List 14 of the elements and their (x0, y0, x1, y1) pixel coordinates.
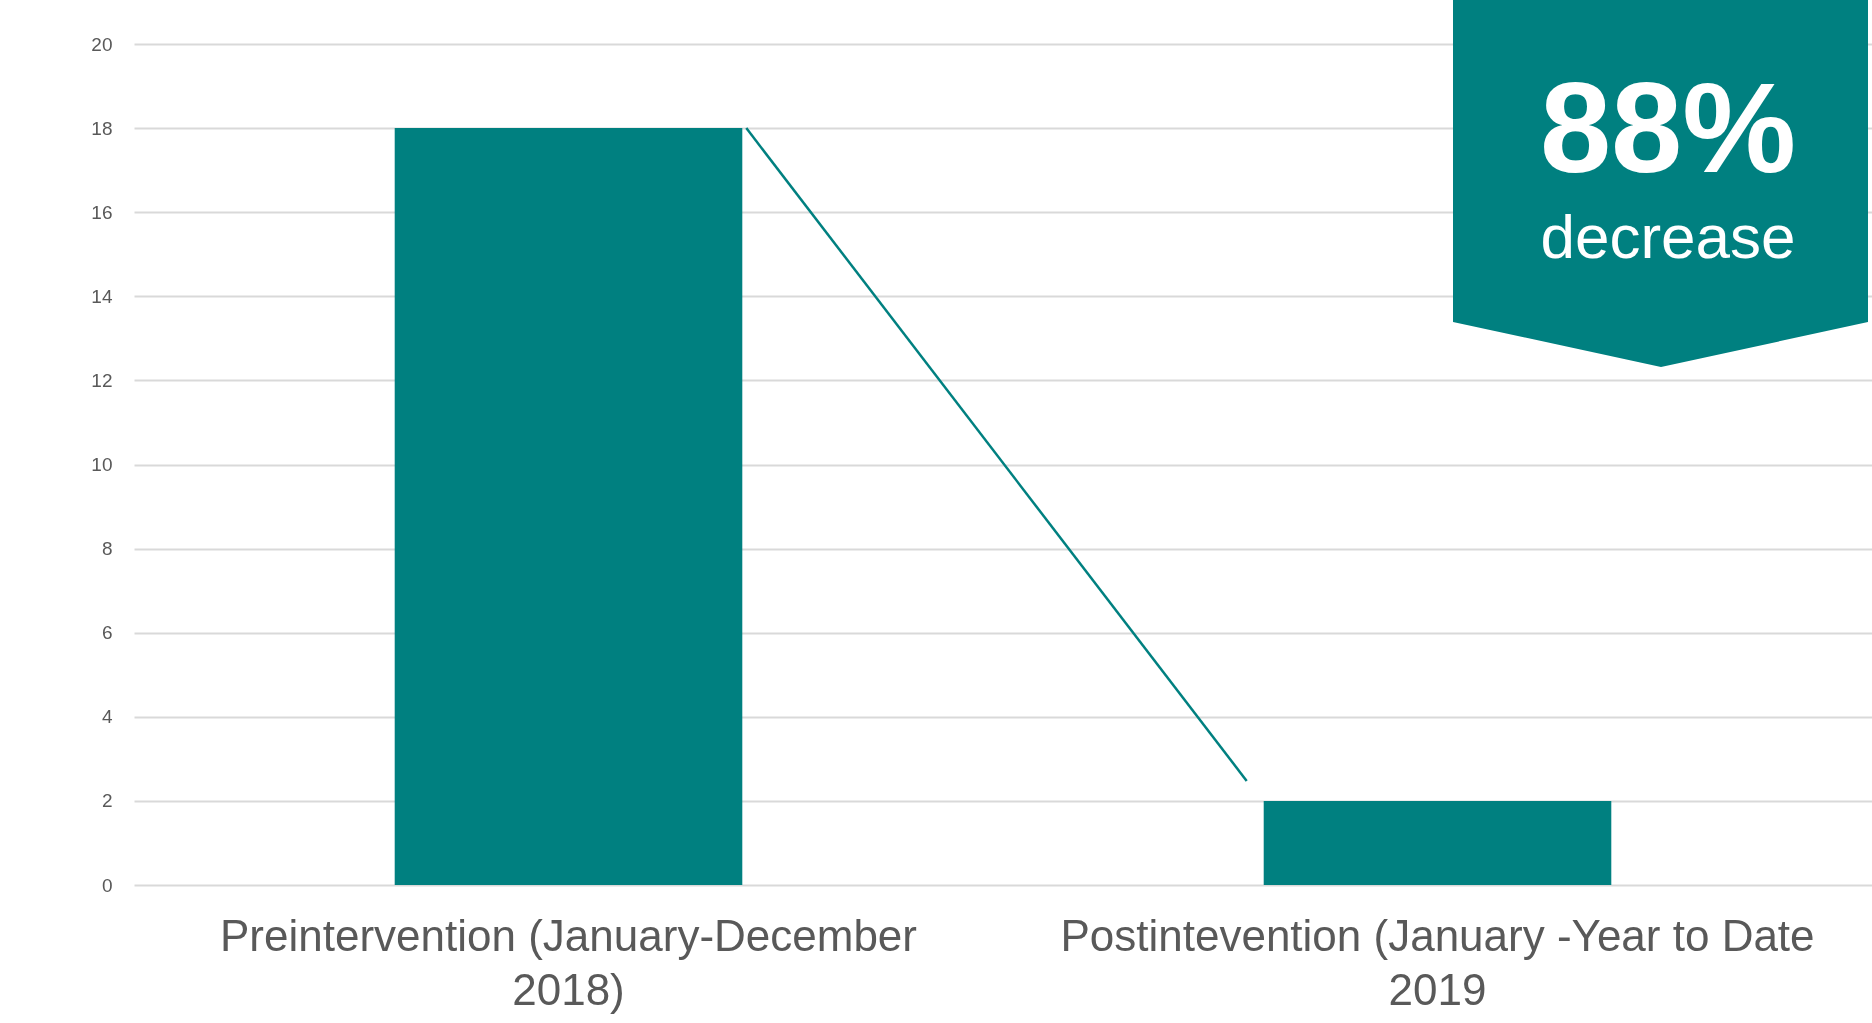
y-tick-label: 20 (91, 33, 113, 55)
x-tick-label: Preintervention (January-December 2018) (220, 910, 917, 1014)
annotation: 88% decrease (1539, 56, 1797, 271)
x-tick-label: Postintevention (January -Year to Date 2019 (1060, 910, 1815, 1014)
y-tick-label: 0 (101, 874, 113, 896)
y-tick-label: 14 (91, 285, 113, 307)
y-tick-label: 4 (101, 706, 113, 728)
y-tick-label: 2 (101, 790, 113, 812)
y-tick-label: 16 (91, 201, 113, 223)
y-tick-label: 10 (91, 454, 113, 475)
y-tick-label: 18 (91, 117, 113, 139)
y-tick-label: 12 (91, 369, 113, 391)
y-tick-label: 8 (101, 538, 113, 560)
y-tick-label: 6 (101, 622, 113, 644)
